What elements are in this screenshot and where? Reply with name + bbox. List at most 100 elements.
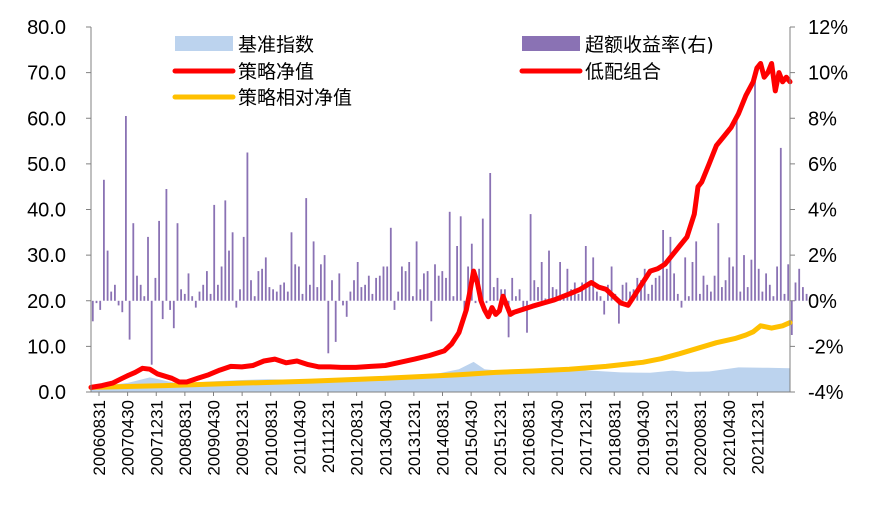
excess-return-bar [805, 293, 808, 301]
legend-label: 超额收益率(右) [585, 34, 714, 56]
legend-label: 策略相对净值 [238, 87, 352, 109]
x-tick-label: 20160831 [519, 400, 538, 476]
excess-return-bar [187, 273, 190, 301]
excess-return-bar [721, 287, 723, 301]
excess-return-bar [139, 284, 142, 301]
excess-return-bar [555, 289, 558, 301]
excess-return-bar [699, 293, 701, 301]
excess-return-bar [651, 284, 653, 301]
excess-return-bar [268, 287, 271, 301]
excess-return-bar [559, 262, 561, 301]
excess-return-bar [404, 271, 407, 301]
excess-return-bar [338, 273, 341, 301]
x-tick-label: 20111231 [319, 400, 338, 473]
axes-lines [90, 27, 791, 393]
excess-return-bar [136, 275, 138, 301]
excess-return-bar [695, 241, 698, 301]
x-tick-label: 20170430 [548, 400, 567, 476]
excess-return-bar [224, 200, 227, 301]
x-tick-label: 20171231 [577, 400, 596, 476]
excess-return-bar [518, 289, 521, 301]
excess-return-bar [629, 291, 631, 301]
excess-return-bar [687, 296, 690, 301]
right-tick-label: 4% [808, 200, 837, 222]
excess-return-bar [294, 264, 297, 301]
excess-return-bar [283, 282, 285, 301]
excess-return-bar [389, 227, 392, 301]
excess-return-bar [673, 273, 675, 301]
excess-return-bar [526, 300, 528, 333]
excess-return-bar [191, 296, 194, 301]
excess-return-bar [334, 300, 337, 342]
excess-return-bar [621, 284, 624, 301]
x-tick-label: 20120831 [348, 400, 367, 476]
excess-return-bar [264, 257, 267, 301]
excess-return-bar [272, 289, 274, 301]
excess-return-bar [772, 296, 775, 301]
excess-return-bar [710, 291, 712, 301]
x-tick-label: 20180831 [605, 400, 624, 476]
excess-return-bar [364, 284, 366, 301]
excess-return-bar [743, 255, 745, 301]
excess-return-bar [419, 289, 422, 301]
left-tick-label: 20.0 [27, 291, 66, 313]
excess-return-bar [353, 280, 355, 301]
relative-nav-line [88, 320, 793, 390]
excess-return-bar [412, 296, 414, 301]
excess-return-bar [371, 293, 374, 301]
right-tick-label: 12% [808, 17, 848, 39]
excess-return-bar [489, 173, 492, 301]
excess-return-bar [691, 262, 694, 301]
excess-return-bar [250, 280, 252, 301]
excess-return-bar [331, 280, 333, 301]
excess-return-bar [485, 300, 488, 304]
excess-return-bar [239, 289, 241, 301]
excess-return-bar [408, 262, 411, 301]
excess-return-bar [750, 259, 753, 301]
x-tick-label: 20200831 [691, 400, 710, 476]
excess-return-bar [592, 257, 595, 301]
excess-return-bar [349, 291, 352, 301]
left-tick-label: 70.0 [27, 63, 66, 85]
left-tick-label: 80.0 [27, 17, 66, 39]
excess-return-bar [507, 300, 510, 338]
right-tick-label: -2% [808, 336, 844, 358]
excess-return-bar [566, 268, 569, 301]
excess-return-bar [658, 275, 661, 301]
excess-return-bar [665, 268, 668, 301]
x-tick-label: 20210430 [720, 400, 739, 476]
excess-return-bar [217, 284, 219, 301]
excess-return-bar [327, 300, 330, 354]
excess-return-bar [128, 300, 131, 340]
excess-return-bar [154, 277, 157, 301]
excess-return-bar [309, 284, 311, 301]
excess-return-bar [172, 300, 175, 329]
excess-return-bar [724, 280, 727, 301]
excess-return-bar [356, 262, 359, 301]
x-tick-label: 20110430 [290, 400, 309, 474]
excess-return-bar [537, 287, 539, 301]
line-layer [88, 61, 793, 390]
left-tick-label: 60.0 [27, 108, 66, 130]
x-tick-label: 20090430 [205, 400, 224, 476]
excess-return-bar [437, 275, 440, 301]
excess-return-bar [312, 241, 315, 301]
excess-return-bar [768, 284, 771, 301]
excess-return-bar [496, 277, 499, 301]
excess-return-bar [220, 266, 223, 301]
excess-return-bar [625, 282, 628, 301]
excess-return-bar [702, 275, 705, 301]
x-tick-label: 20071231 [147, 400, 166, 476]
excess-return-bar [761, 291, 764, 301]
excess-return-bar [202, 284, 205, 301]
excess-return-bar [298, 266, 300, 301]
excess-return-bar [783, 293, 786, 301]
excess-return-bar [481, 218, 484, 301]
excess-return-bar [180, 289, 182, 301]
excess-return-bar [467, 266, 469, 301]
excess-return-bars [91, 79, 808, 365]
excess-return-bar [746, 287, 749, 301]
excess-return-bar [261, 268, 263, 301]
left-tick-label: 40.0 [27, 200, 66, 222]
excess-return-bar [610, 266, 613, 301]
